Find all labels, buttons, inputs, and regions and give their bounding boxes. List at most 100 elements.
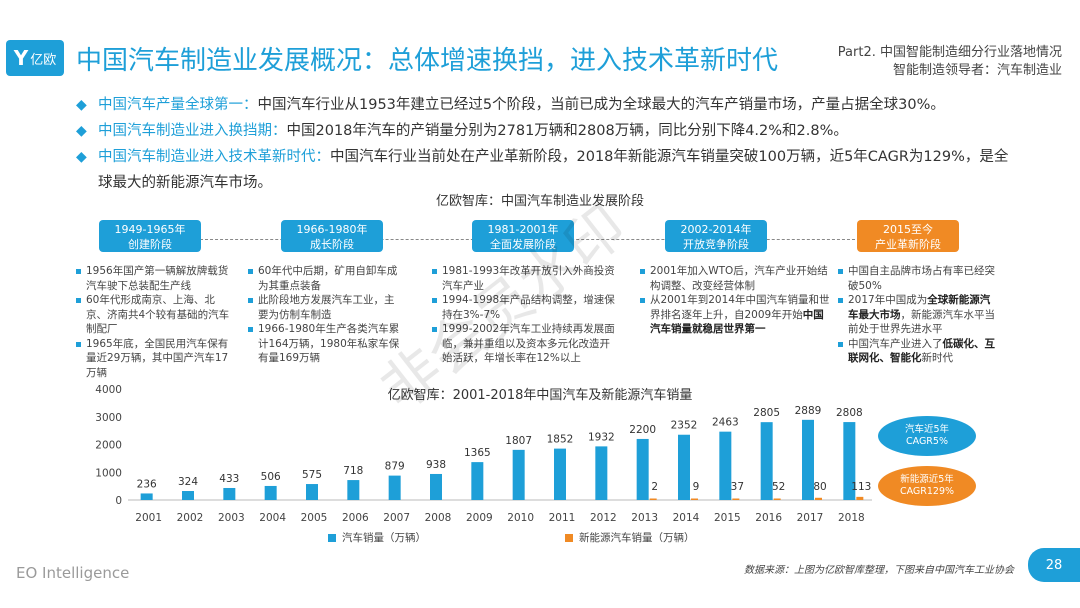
badge-line-2: CAGR5% (905, 436, 948, 447)
car-value-label: 2889 (795, 405, 822, 417)
car-cagr-badge: 汽车近5年 CAGR5% (878, 416, 976, 456)
car-value-label: 1852 (547, 434, 574, 446)
car-sales-bar (595, 446, 608, 500)
car-sales-bar (678, 434, 690, 500)
car-sales-bar (512, 449, 525, 500)
car-value-label: 324 (178, 476, 198, 488)
car-value-label: 1807 (505, 435, 532, 447)
part-line-1: Part2. 中国智能制造细分行业落地情况 (837, 45, 1062, 60)
bullet-item: ◆ 中国汽车制造业进入换挡期：中国2018年汽车的产销量分别为2781万辆和280… (76, 118, 1016, 144)
car-sales-bar (140, 493, 153, 500)
x-tick-label: 2009 (466, 512, 493, 524)
detail-bold: 低碳化、互联网化、智能化 (848, 337, 995, 365)
x-tick-label: 2016 (755, 512, 782, 524)
car-value-label: 2463 (712, 417, 739, 429)
stage-box-5: 2015至今 产业革新阶段 (857, 220, 959, 252)
nev-value-label: 80 (813, 481, 826, 493)
y-tick-label: 2000 (95, 440, 122, 452)
car-value-label: 506 (261, 471, 281, 483)
detail-item: 2017年中国成为全球新能源汽车最大市场，新能源汽车水平当前处于世界先进水平 (838, 293, 998, 337)
legend-swatch (565, 533, 573, 542)
car-sales-bar (636, 438, 649, 500)
stage-years: 1966-1980年 (296, 223, 368, 236)
summary-bullets: ◆ 中国汽车产量全球第一：中国汽车行业从1953年建立已经过5个阶段，当前已成为全… (76, 92, 1016, 196)
x-tick-label: 2010 (507, 512, 534, 524)
nev-value-label: 37 (731, 481, 744, 493)
logo-text: 亿欧 (30, 52, 57, 68)
detail-text: 2017年中国成为 (848, 294, 928, 306)
car-value-label: 1365 (464, 447, 491, 459)
x-tick-label: 2013 (631, 512, 658, 524)
nev-sales-bar (815, 497, 822, 500)
detail-item: 1956年国产第一辆解放牌载货汽车驶下总装配生产线 (76, 264, 232, 293)
car-sales-bar (264, 485, 277, 500)
stage-years: 1949-1965年 (114, 223, 186, 236)
nev-sales-bar (773, 498, 781, 500)
page-title: 中国汽车制造业发展概况：总体增速换挡，进入技术革新时代 (76, 46, 779, 76)
car-sales-bar (347, 480, 360, 500)
diamond-icon: ◆ (76, 97, 87, 113)
x-tick-label: 2015 (714, 512, 741, 524)
nev-value-label: 113 (851, 481, 871, 493)
part-label: Part2. 中国智能制造细分行业落地情况 智能制造领导者：汽车制造业 (838, 44, 1062, 80)
y-tick-label: 4000 (95, 384, 122, 396)
detail-text: ，新能源汽车水平当前处于世界先进水平 (848, 308, 995, 336)
car-value-label: 433 (219, 473, 239, 485)
bullet-key: 中国汽车制造业进入技术革新时代： (98, 149, 330, 165)
bullet-item: ◆ 中国汽车制造业进入技术革新时代：中国汽车行业当前处在产业革新阶段，2018年新… (76, 144, 1016, 196)
car-value-label: 1932 (588, 431, 615, 443)
car-sales-bar (719, 431, 732, 500)
stage-box-2: 1966-1980年 成长阶段 (281, 220, 383, 252)
bullet-text: 中国汽车行业从1953年建立已经过5个阶段，当前已成为全球最大的汽车产销量市场，… (257, 97, 945, 113)
stage-2-details: 60年代中后期，矿用自卸车成为其重点装备 此阶段地方发展汽车工业，主要为仿制车制… (248, 264, 404, 366)
detail-item: 中国汽车产业进入了低碳化、互联网化、智能化新时代 (838, 337, 998, 366)
x-tick-label: 2005 (301, 512, 328, 524)
x-tick-label: 2011 (549, 512, 576, 524)
y-tick-label: 0 (115, 495, 122, 507)
x-tick-label: 2007 (383, 512, 410, 524)
stage-box-3: 1981-2001年 全面发展阶段 (472, 220, 574, 252)
stage-box-1: 1949-1965年 创建阶段 (99, 220, 201, 252)
x-tick-label: 2018 (838, 512, 865, 524)
stage-name: 开放竞争阶段 (683, 238, 749, 251)
bullet-item: ◆ 中国汽车产量全球第一：中国汽车行业从1953年建立已经过5个阶段，当前已成为全… (76, 92, 1016, 118)
diamond-icon: ◆ (76, 123, 87, 139)
footer-brand: EO Intelligence (16, 564, 130, 582)
detail-text: 从2001年到2014年中国汽车销量和世界排名逐年上升，自2009年开始 (650, 294, 830, 321)
car-value-label: 2808 (836, 407, 863, 419)
y-tick-label: 3000 (95, 412, 122, 424)
detail-item: 1999-2002年汽车工业持续再发展面临，兼并重组以及资本多元化改造开始活跃，… (432, 322, 618, 366)
bullet-key: 中国汽车制造业进入换挡期： (98, 123, 287, 139)
x-tick-label: 2017 (797, 512, 824, 524)
detail-text: 中国汽车产业进入了 (848, 337, 943, 350)
nev-sales-bar (732, 498, 740, 500)
detail-item: 中国自主品牌市场占有率已经突破50% (838, 264, 998, 293)
car-sales-bar (554, 448, 566, 500)
car-sales-bar (388, 475, 401, 500)
badge-line-1: 新能源近5年 (900, 474, 954, 485)
stage-1-details: 1956年国产第一辆解放牌载货汽车驶下总装配生产线 60年代形成南京、上海、北京… (76, 264, 232, 380)
stage-years: 2002-2014年 (680, 223, 752, 236)
stage-years: 2015至今 (883, 223, 933, 236)
detail-text: 新时代 (921, 352, 954, 364)
part-line-2: 智能制造领导者：汽车制造业 (892, 63, 1062, 78)
car-sales-bar (223, 487, 236, 500)
detail-item: 60年代形成南京、上海、北京、济南共4个较有基础的汽车制配厂 (76, 293, 232, 337)
nev-value-label: 52 (772, 481, 785, 493)
car-sales-bar (471, 462, 484, 500)
detail-item: 1965年底，全国民用汽车保有量近29万辆，其中国产汽车17万辆 (76, 337, 232, 381)
car-sales-bar (306, 484, 318, 500)
legend-item-car: 汽车销量（万辆） (328, 530, 426, 545)
detail-item: 2001年加入WTO后，汽车产业开始结构调整、改变经营体制 (640, 264, 832, 293)
car-value-label: 2805 (753, 407, 780, 419)
stage-name: 创建阶段 (128, 238, 172, 251)
car-value-label: 938 (426, 459, 446, 471)
car-sales-bar (430, 473, 442, 500)
car-sales-bar (760, 422, 773, 500)
bullet-key: 中国汽车产量全球第一： (98, 97, 258, 113)
x-tick-label: 2012 (590, 512, 617, 524)
car-value-label: 2200 (629, 424, 656, 436)
car-sales-bar (182, 491, 194, 500)
stage-name: 产业革新阶段 (875, 238, 941, 251)
